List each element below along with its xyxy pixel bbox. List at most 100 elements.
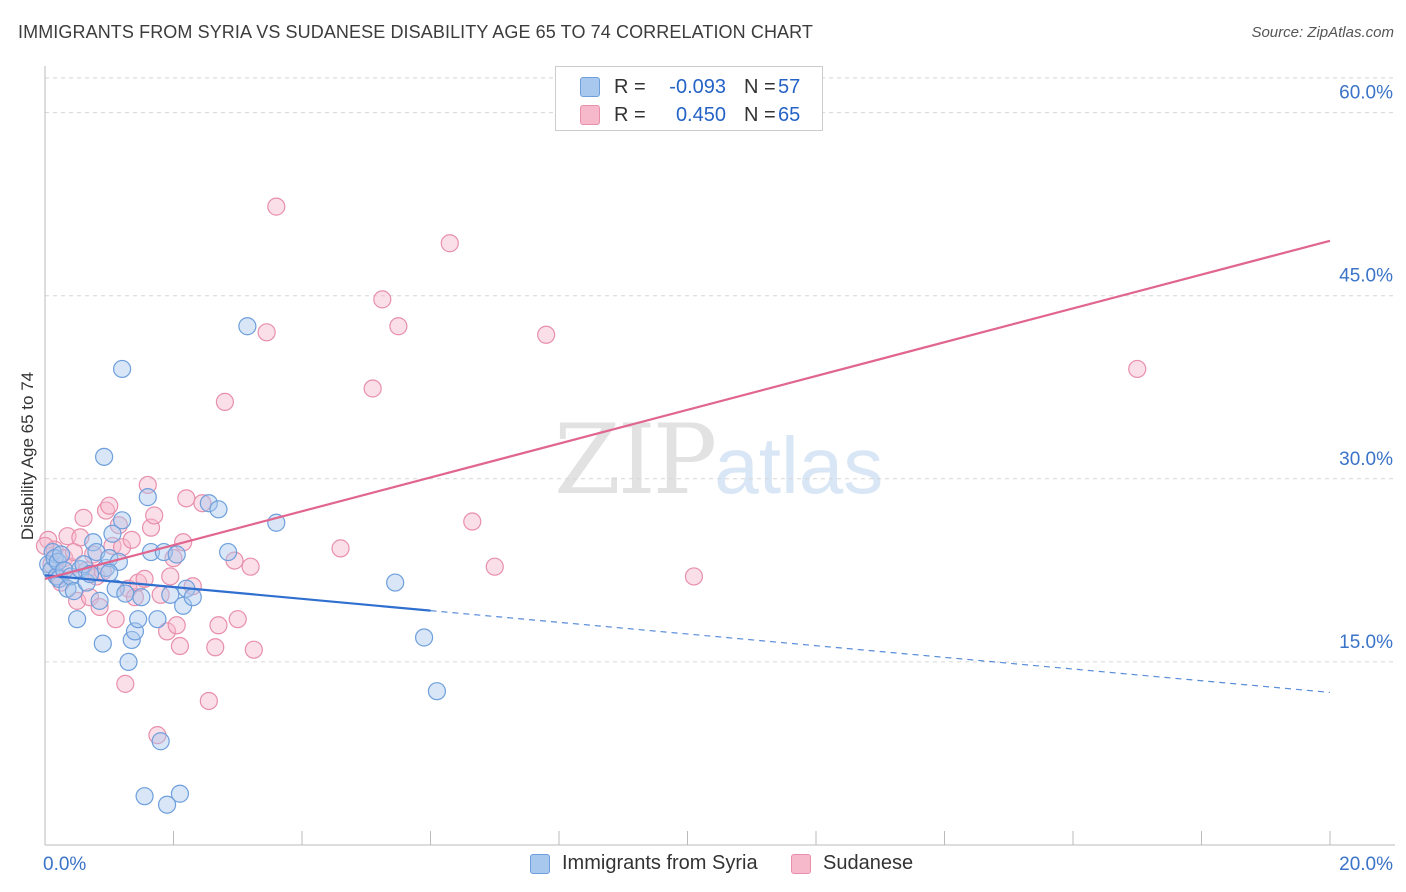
point-sudanese xyxy=(161,567,180,586)
tick-labels: 15.0% 30.0% 45.0% 60.0% 0.0% 20.0% Disability … xyxy=(18,83,1393,875)
legend-n-value: 65 xyxy=(778,103,801,126)
point-sudanese xyxy=(193,494,212,513)
point-sudanese xyxy=(463,512,482,531)
point-syria xyxy=(112,359,132,379)
legend-n-value: 57 xyxy=(778,75,801,98)
point-syria xyxy=(238,317,257,336)
point-sudanese xyxy=(177,489,196,508)
point-sudanese xyxy=(440,234,459,253)
point-sudanese xyxy=(112,538,132,557)
trend-lines xyxy=(44,239,1331,694)
point-syria xyxy=(51,545,71,564)
y-tick-label: 45.0% xyxy=(1339,266,1393,287)
point-syria xyxy=(129,610,148,629)
point-sudanese xyxy=(389,317,408,336)
point-syria xyxy=(103,524,122,543)
legend-r-value: -0.093 xyxy=(669,75,726,98)
series-legend-syria: Immigrants from Syria xyxy=(530,852,758,875)
watermark-atlas: atlas xyxy=(714,421,884,510)
point-sudanese xyxy=(209,616,228,635)
point-sudanese xyxy=(537,325,556,344)
y-axis-label: Disability Age 65 to 74 xyxy=(18,372,37,540)
point-sudanese xyxy=(157,622,177,641)
point-syria xyxy=(119,652,138,672)
point-syria xyxy=(157,795,177,814)
y-tick-label: 30.0% xyxy=(1339,449,1393,470)
x-tick-label-max: 20.0% xyxy=(1339,854,1393,875)
source-credit: Source: ZipAtlas.com xyxy=(1251,24,1394,41)
series-legend-sudanese: Sudanese xyxy=(791,852,913,875)
point-syria xyxy=(148,610,167,629)
point-sudanese xyxy=(206,638,225,657)
legend-r-label: R = xyxy=(614,75,646,98)
point-sudanese xyxy=(1128,359,1147,379)
chart-title: IMMIGRANTS FROM SYRIA VS SUDANESE DISABI… xyxy=(18,22,814,42)
y-tick-label: 15.0% xyxy=(1339,632,1393,653)
point-syria xyxy=(219,542,238,562)
point-sudanese xyxy=(684,567,704,586)
point-sudanese xyxy=(80,588,100,607)
stats-legend: R = -0.093 N = 57 R = 0.450 N = 65 xyxy=(555,66,823,131)
point-sudanese xyxy=(106,610,125,629)
point-syria xyxy=(112,511,132,530)
point-syria xyxy=(138,488,157,507)
point-syria xyxy=(68,610,87,629)
series-legend-swatch-syria xyxy=(530,853,550,874)
series-legend-swatch-sudanese xyxy=(791,853,811,874)
point-sudanese xyxy=(215,392,234,412)
point-sudanese xyxy=(241,557,260,576)
point-syria xyxy=(427,682,447,701)
legend-row-sudanese: R = 0.450 N = 65 xyxy=(580,101,800,129)
series-legend-label-sudanese: Sudanese xyxy=(823,852,914,874)
point-syria xyxy=(106,579,125,598)
point-syria xyxy=(170,784,190,803)
point-sudanese xyxy=(485,557,504,576)
point-sudanese xyxy=(167,616,186,635)
trend-line-sudanese xyxy=(44,239,1331,580)
point-syria xyxy=(151,732,170,751)
data-points xyxy=(35,197,1147,814)
point-sudanese xyxy=(122,530,141,549)
point-syria xyxy=(386,573,405,592)
point-syria xyxy=(414,628,434,647)
point-sudanese xyxy=(267,197,286,216)
point-sudanese xyxy=(170,636,190,656)
point-syria xyxy=(64,582,84,601)
trend-line-syria xyxy=(44,574,431,612)
point-sudanese xyxy=(96,501,116,520)
point-syria xyxy=(167,545,186,564)
point-sudanese xyxy=(145,506,164,525)
legend-r-value: 0.450 xyxy=(675,103,726,126)
point-syria xyxy=(93,634,112,653)
series-legend-label-syria: Immigrants from Syria xyxy=(562,852,758,874)
x-tick-label-min: 0.0% xyxy=(43,854,86,875)
point-syria xyxy=(199,494,218,513)
legend-r-label: R = xyxy=(614,103,646,126)
point-sudanese xyxy=(100,496,119,515)
legend-n-label: N = xyxy=(744,103,776,126)
point-sudanese xyxy=(90,597,109,617)
point-sudanese xyxy=(116,674,135,693)
legend-n-label: N = xyxy=(744,75,776,98)
trend-line-syria-extrapolated xyxy=(430,610,1331,694)
y-tick-label: 60.0% xyxy=(1339,83,1393,104)
point-sudanese xyxy=(125,588,145,607)
point-sudanese xyxy=(363,379,382,398)
point-syria xyxy=(100,563,119,582)
point-syria xyxy=(84,533,103,552)
point-sudanese xyxy=(199,691,218,711)
point-sudanese xyxy=(373,290,392,309)
point-sudanese xyxy=(228,610,247,629)
point-sudanese xyxy=(74,508,93,527)
point-sudanese xyxy=(244,640,263,659)
legend-swatch-sudanese xyxy=(580,105,600,125)
point-syria xyxy=(183,588,202,607)
axes xyxy=(44,66,1395,846)
legend-row-syria: R = -0.093 N = 57 xyxy=(580,73,800,101)
point-syria xyxy=(135,787,154,806)
point-sudanese xyxy=(331,539,350,558)
point-syria xyxy=(95,447,114,466)
point-sudanese xyxy=(257,323,276,342)
point-syria xyxy=(90,591,109,610)
